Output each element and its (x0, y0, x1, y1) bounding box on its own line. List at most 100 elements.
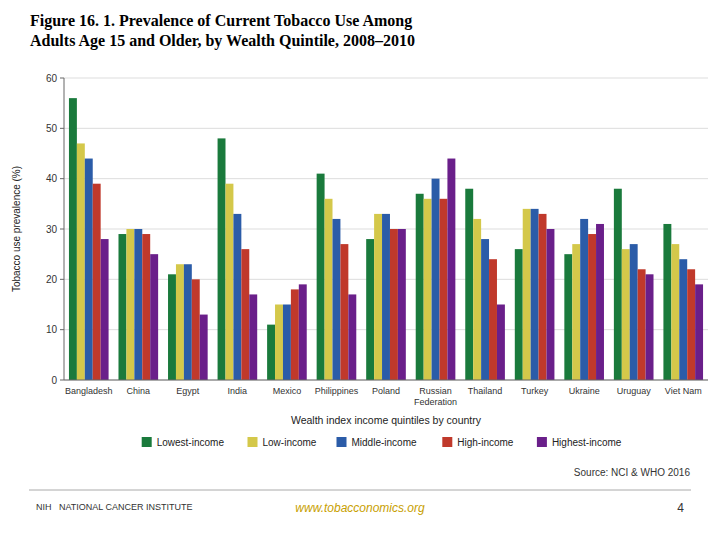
x-tick-label-line: Uruguay (617, 386, 652, 396)
legend-swatch (537, 437, 547, 447)
bar (481, 239, 489, 380)
bar (267, 325, 275, 380)
y-tick (60, 229, 64, 230)
source: Source: NCI & WHO 2016 (574, 467, 691, 478)
bar (93, 184, 101, 380)
x-tick-label-line: Philippines (315, 386, 359, 396)
x-axis-label: Wealth index income quintiles by country (291, 414, 482, 426)
bar (176, 264, 184, 380)
bar (192, 279, 200, 380)
page-number: 4 (677, 501, 684, 515)
x-axis: BangladeshChinaEgyptIndiaMexicoPhilippin… (65, 386, 702, 407)
bar (424, 199, 432, 380)
bar (366, 239, 374, 380)
y-tick (60, 128, 64, 129)
bar (638, 269, 646, 380)
bar (416, 194, 424, 380)
x-tick-label-line: Poland (372, 386, 400, 396)
x-tick-label: Poland (372, 386, 400, 396)
bar (679, 259, 687, 380)
y-tick (60, 380, 64, 381)
x-tick-label: Turkey (521, 386, 549, 396)
bar (275, 305, 283, 381)
bar (523, 209, 531, 380)
legend-swatch (337, 437, 347, 447)
y-tick (60, 329, 64, 330)
x-tick-label: Mexico (273, 386, 302, 396)
bar (663, 224, 671, 380)
y-axis-label: Tobacco use prevalence (%) (11, 166, 22, 292)
x-tick-label-line: Bangladesh (65, 386, 113, 396)
x-tick-label: Ukraine (569, 386, 600, 396)
bar (473, 219, 481, 380)
bar (440, 199, 448, 380)
bar (614, 189, 622, 380)
y-tick (60, 279, 64, 280)
x-tick-label-line: Viet Nam (665, 386, 702, 396)
bar (531, 209, 539, 380)
x-tick-label-line: Russian (419, 386, 452, 396)
x-tick-label: Thailand (468, 386, 503, 396)
x-tick-label-line: Mexico (273, 386, 302, 396)
bar (432, 179, 440, 380)
x-tick-label-line: Ukraine (569, 386, 600, 396)
bar (77, 143, 85, 380)
chart: Figure 16. 1. Prevalence of Current Toba… (0, 0, 720, 540)
bar (630, 244, 638, 380)
grid-line (64, 178, 708, 179)
legend-swatch (442, 437, 452, 447)
bar (382, 214, 390, 380)
bar (588, 234, 596, 380)
bar (622, 249, 630, 380)
grid-line (64, 78, 708, 79)
x-tick-label: China (127, 386, 151, 396)
y-tick-label: 10 (46, 324, 58, 335)
title-line: Adults Age 15 and Older, by Wealth Quint… (30, 32, 415, 50)
bar (447, 159, 455, 380)
legend-label: Lowest-income (157, 437, 225, 448)
bar (118, 234, 126, 380)
footer-org: NIH NATIONAL CANCER INSTITUTE (36, 502, 193, 512)
y-tick-label: 0 (51, 375, 57, 386)
x-tick-label-line: Egypt (176, 386, 200, 396)
y-tick-label: 30 (46, 224, 58, 235)
bars (69, 98, 703, 380)
bar (241, 249, 249, 380)
bar (225, 184, 233, 380)
bar (539, 214, 547, 380)
y-tick-label: 60 (46, 73, 58, 84)
bar (299, 284, 307, 380)
x-tick-label: Philippines (315, 386, 359, 396)
bar (126, 229, 134, 380)
x-tick-label: Bangladesh (65, 386, 113, 396)
y-axis-line (64, 78, 65, 380)
x-tick-label-line: Turkey (521, 386, 549, 396)
x-tick-label-line: China (127, 386, 151, 396)
bar (142, 234, 150, 380)
x-axis-line (64, 380, 708, 381)
legend-label: Highest-income (552, 437, 622, 448)
bar (101, 239, 109, 380)
bar (515, 249, 523, 380)
x-tick-label: Viet Nam (665, 386, 702, 396)
bar (646, 274, 654, 380)
title-line: Figure 16. 1. Prevalence of Current Toba… (30, 12, 412, 30)
legend: Lowest-income Low-income Middle-income High… (142, 437, 622, 448)
x-tick-label-line: Thailand (468, 386, 503, 396)
bar (317, 174, 325, 380)
bar (572, 244, 580, 380)
legend-label: Low-income (263, 437, 317, 448)
bar (687, 269, 695, 380)
bar (85, 159, 93, 380)
bar (465, 189, 473, 380)
y-tick-label: 50 (46, 123, 58, 134)
x-tick-label-line: Federation (414, 397, 457, 407)
bar (200, 315, 208, 380)
bar (249, 294, 257, 380)
bar (564, 254, 572, 380)
bar (596, 224, 604, 380)
y-tick-label: 40 (46, 173, 58, 184)
bar (283, 305, 291, 381)
legend-label: Middle-income (352, 437, 417, 448)
footer-url: www.tobacconomics.org (295, 501, 425, 515)
